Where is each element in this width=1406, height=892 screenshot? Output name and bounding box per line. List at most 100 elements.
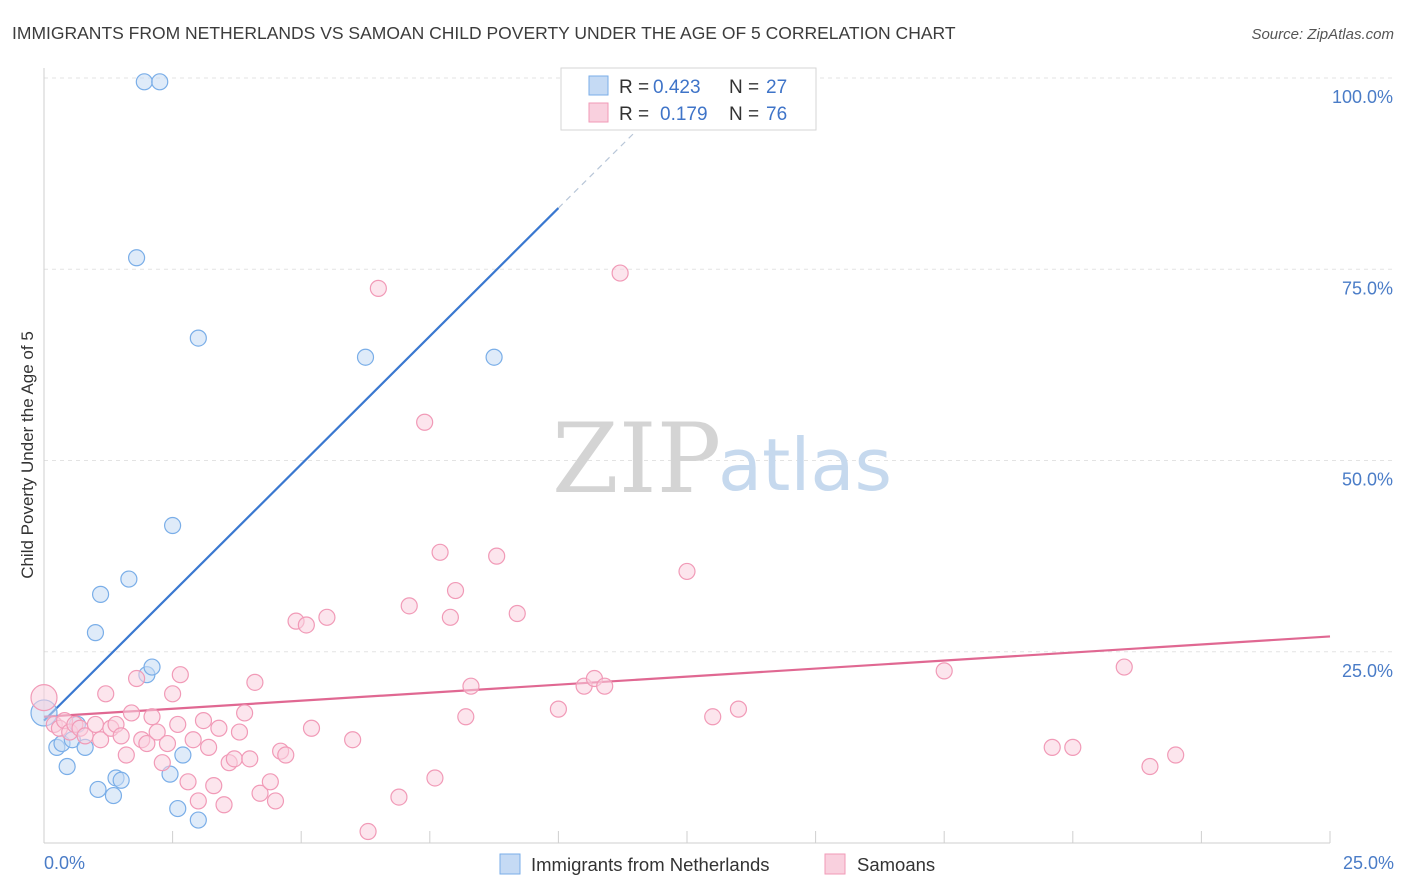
bottom-legend-swatch-samoans bbox=[824, 853, 846, 875]
bottom-legend-label-netherlands: Immigrants from Netherlands bbox=[531, 854, 770, 875]
x-ticks bbox=[43, 831, 1331, 843]
point-samoans-35 bbox=[225, 750, 243, 768]
stats-legend-r-value-1: 0.423 bbox=[653, 77, 701, 98]
point-samoans-23 bbox=[164, 685, 182, 703]
point-netherlands-25 bbox=[356, 348, 375, 366]
point-samoans-55 bbox=[426, 769, 444, 787]
point-samoans-52 bbox=[390, 788, 408, 806]
point-samoans-73 bbox=[1064, 738, 1082, 756]
point-netherlands-24 bbox=[189, 329, 207, 347]
point-samoans-33 bbox=[215, 796, 233, 814]
point-samoans-27 bbox=[184, 731, 202, 749]
gridlines bbox=[44, 77, 1394, 653]
point-samoans-47 bbox=[302, 719, 321, 737]
point-samoans-67 bbox=[611, 264, 629, 282]
point-netherlands-14 bbox=[127, 249, 146, 267]
point-samoans-10 bbox=[97, 685, 115, 703]
bottom-legend: Immigrants from Netherlands Samoans bbox=[499, 853, 935, 875]
point-samoans-14 bbox=[117, 746, 135, 764]
y-tick-labels: 100.0% 75.0% 50.0% 25.0% bbox=[1332, 87, 1393, 681]
point-samoans-44 bbox=[277, 746, 295, 764]
stats-legend-r-value-2: 0.179 bbox=[660, 104, 708, 125]
trend-lines bbox=[43, 131, 1331, 722]
point-samoans-49 bbox=[344, 731, 362, 749]
point-netherlands-18 bbox=[143, 658, 161, 676]
point-samoans-54 bbox=[416, 413, 434, 431]
point-samoans-74 bbox=[1115, 658, 1133, 676]
point-samoans-37 bbox=[236, 704, 254, 722]
point-samoans-0 bbox=[30, 684, 58, 712]
stats-legend-swatch-samoans bbox=[588, 102, 609, 123]
point-samoans-58 bbox=[446, 581, 465, 600]
chart-source: Source: ZipAtlas.com bbox=[1251, 26, 1394, 43]
point-samoans-26 bbox=[179, 773, 197, 791]
watermark-atlas: atlas bbox=[718, 423, 892, 507]
point-samoans-31 bbox=[205, 777, 223, 795]
point-samoans-19 bbox=[143, 708, 161, 726]
point-samoans-20 bbox=[148, 723, 166, 741]
stats-legend-n-label-2: N = bbox=[729, 104, 759, 125]
point-samoans-51 bbox=[369, 279, 387, 297]
point-samoans-76 bbox=[1167, 746, 1185, 764]
point-samoans-18 bbox=[138, 734, 156, 753]
point-samoans-50 bbox=[359, 822, 377, 841]
point-samoans-53 bbox=[400, 597, 418, 615]
point-samoans-75 bbox=[1141, 757, 1159, 776]
series-netherlands-points bbox=[30, 73, 503, 829]
point-samoans-9 bbox=[91, 731, 110, 749]
stats-legend: R = 0.423 N = 27 R = 0.179 N = 76 bbox=[560, 67, 817, 131]
point-samoans-40 bbox=[251, 784, 269, 802]
point-samoans-56 bbox=[431, 543, 449, 561]
stats-legend-r-label-1: R = bbox=[619, 77, 649, 98]
trend-line-0 bbox=[43, 207, 560, 722]
point-samoans-22 bbox=[158, 734, 177, 753]
point-samoans-59 bbox=[457, 708, 475, 726]
point-samoans-32 bbox=[210, 719, 228, 737]
point-samoans-46 bbox=[297, 616, 315, 634]
watermark-zip: ZIP bbox=[552, 403, 721, 515]
point-samoans-36 bbox=[230, 723, 249, 741]
point-samoans-66 bbox=[596, 677, 614, 695]
point-samoans-25 bbox=[171, 666, 189, 684]
point-samoans-30 bbox=[200, 738, 218, 756]
point-netherlands-22 bbox=[174, 746, 192, 764]
point-samoans-70 bbox=[729, 700, 748, 718]
point-samoans-39 bbox=[246, 673, 264, 691]
stats-legend-n-value-1: 27 bbox=[766, 77, 787, 98]
point-samoans-28 bbox=[189, 792, 207, 810]
point-netherlands-16 bbox=[151, 73, 169, 91]
point-netherlands-23 bbox=[189, 811, 207, 829]
chart-title: IMMIGRANTS FROM NETHERLANDS VS SAMOAN CH… bbox=[12, 23, 956, 43]
point-netherlands-15 bbox=[135, 73, 153, 91]
point-netherlands-21 bbox=[169, 799, 187, 818]
point-netherlands-10 bbox=[104, 786, 123, 805]
series-samoans-points bbox=[30, 264, 1185, 841]
point-samoans-71 bbox=[935, 662, 953, 680]
point-samoans-57 bbox=[441, 608, 459, 626]
stats-legend-r-label-2: R = bbox=[619, 104, 649, 125]
point-netherlands-3 bbox=[58, 757, 76, 776]
point-samoans-21 bbox=[153, 754, 171, 772]
point-samoans-72 bbox=[1043, 738, 1061, 756]
stats-legend-n-value-2: 76 bbox=[766, 104, 787, 125]
point-netherlands-12 bbox=[112, 771, 130, 789]
point-samoans-8 bbox=[86, 715, 105, 734]
point-samoans-62 bbox=[508, 604, 526, 623]
point-netherlands-26 bbox=[485, 348, 503, 366]
stats-legend-swatch-netherlands bbox=[588, 75, 609, 96]
point-netherlands-8 bbox=[91, 585, 110, 603]
point-samoans-68 bbox=[678, 562, 696, 581]
watermark: ZIP atlas bbox=[552, 403, 892, 515]
point-netherlands-7 bbox=[86, 624, 105, 642]
point-samoans-29 bbox=[194, 711, 213, 730]
point-samoans-41 bbox=[261, 773, 279, 791]
point-samoans-24 bbox=[169, 715, 187, 734]
point-samoans-61 bbox=[488, 547, 506, 565]
point-samoans-42 bbox=[266, 792, 285, 810]
point-samoans-13 bbox=[112, 727, 130, 745]
x-tick-label-max: 25.0% bbox=[1343, 853, 1394, 873]
y-tick-label-1: 75.0% bbox=[1342, 278, 1393, 298]
bottom-legend-label-samoans: Samoans bbox=[857, 854, 935, 875]
point-netherlands-9 bbox=[89, 780, 107, 799]
